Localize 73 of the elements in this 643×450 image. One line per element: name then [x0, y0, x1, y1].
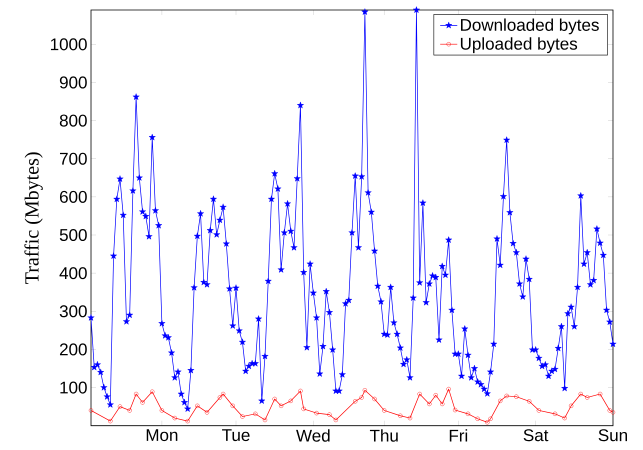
point	[240, 414, 245, 419]
point	[585, 395, 590, 400]
point	[314, 410, 319, 416]
point	[446, 386, 451, 392]
point	[504, 394, 509, 398]
point	[372, 396, 377, 402]
y-tick-label: 700	[60, 152, 87, 165]
point	[230, 404, 235, 408]
point	[220, 392, 226, 396]
y-tick-label: 1000	[50, 38, 87, 50]
point	[272, 396, 277, 402]
y-tick-label: 400	[60, 267, 87, 280]
point	[262, 418, 268, 422]
x-tick-label: Fri	[450, 429, 468, 442]
point	[160, 408, 164, 413]
point	[195, 404, 200, 408]
point	[536, 408, 542, 413]
x-tick-label: Tue	[222, 429, 250, 442]
point	[334, 418, 338, 422]
legend-label: Downloaded bytes	[461, 18, 599, 34]
point	[253, 412, 258, 416]
legend-label: Uploaded bytes	[460, 37, 578, 54]
point	[527, 399, 532, 404]
x-tick-label: Sat	[524, 429, 548, 442]
point	[552, 412, 558, 416]
point	[578, 392, 583, 396]
point	[408, 416, 412, 420]
point	[382, 408, 386, 413]
point	[278, 404, 284, 408]
point	[218, 395, 222, 400]
y-tick-label: 200	[60, 343, 87, 356]
point	[298, 388, 303, 394]
point	[498, 398, 502, 404]
y-tick-label: 300	[60, 305, 87, 318]
point	[288, 398, 293, 404]
y-tick-label: 500	[60, 228, 87, 242]
point	[150, 390, 154, 394]
point	[475, 416, 480, 422]
y-tick-label: 600	[60, 190, 87, 203]
point	[485, 420, 490, 424]
point	[301, 406, 306, 412]
point	[417, 392, 422, 396]
x-tick-label: Sun	[598, 429, 628, 442]
point	[185, 418, 190, 424]
point	[562, 416, 567, 420]
point	[127, 408, 132, 413]
point	[359, 395, 364, 400]
point	[362, 388, 368, 392]
point	[327, 412, 332, 417]
y-axis-title: Traffic (Mbytes)	[24, 152, 43, 284]
point	[514, 394, 519, 399]
x-tick-label: Wed	[296, 429, 330, 442]
point	[434, 392, 438, 398]
point	[118, 404, 122, 409]
point	[398, 414, 403, 418]
x-tick-label: Mon	[146, 429, 178, 442]
y-tick-label: 800	[60, 114, 87, 127]
point	[466, 412, 470, 416]
x-tick-label: Thu	[370, 429, 398, 442]
y-tick-label: 100	[60, 382, 87, 394]
point	[488, 416, 493, 422]
point	[108, 418, 113, 424]
point	[568, 404, 574, 408]
point	[440, 402, 444, 406]
y-tick-label: 900	[60, 76, 87, 88]
point	[172, 416, 177, 420]
point	[598, 392, 602, 396]
point	[427, 402, 432, 406]
point	[140, 400, 145, 405]
point	[134, 392, 138, 396]
point	[452, 408, 458, 412]
point	[353, 399, 358, 404]
point	[204, 410, 210, 415]
